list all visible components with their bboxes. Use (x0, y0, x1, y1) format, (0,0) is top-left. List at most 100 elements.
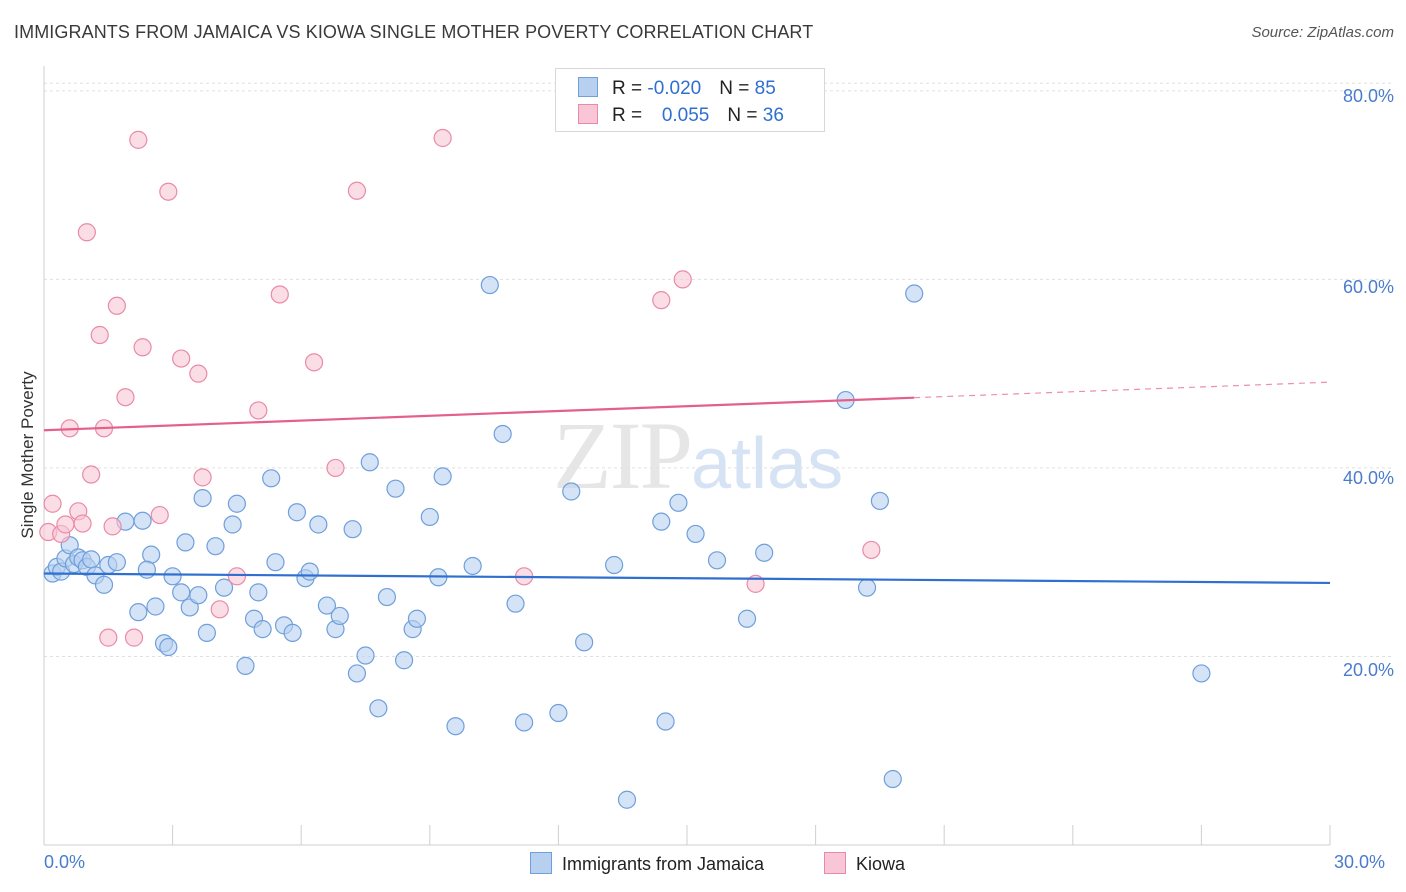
jamaica-point-60 (463, 556, 482, 576)
y-tick-label-40: 40.0% (1342, 468, 1394, 488)
jamaica-point-41 (300, 562, 319, 581)
jamaica-point-51 (377, 587, 397, 607)
jamaica-point-29 (223, 515, 242, 534)
kiowa-point-24 (227, 567, 246, 586)
jamaica-point-34 (253, 620, 272, 639)
jamaica-point-43 (317, 596, 337, 615)
jamaica-point-38 (283, 623, 302, 642)
y-tick-label-80: 80.0% (1342, 86, 1394, 106)
jamaica-point-75 (737, 609, 757, 628)
kiowa-point-6 (73, 514, 92, 533)
jamaica-point-23 (189, 586, 208, 605)
jamaica-point-58 (433, 467, 452, 486)
jamaica-point-31 (236, 656, 255, 675)
jamaica-point-82 (1192, 664, 1211, 683)
jamaica-point-9 (82, 550, 101, 569)
kiowa-trend-line-extension (914, 381, 1331, 399)
jamaica-point-26 (197, 623, 216, 642)
x-tick-label-min: 0.0% (44, 852, 86, 872)
kiowa-point-11 (99, 628, 118, 647)
jamaica-point-30 (227, 494, 246, 513)
kiowa-point-26 (270, 285, 289, 304)
kiowa-point-33 (673, 270, 692, 289)
jamaica-point-80 (883, 769, 902, 789)
kiowa-point-27 (304, 353, 324, 372)
bottom-legend-swatch-kiowa (824, 852, 846, 874)
jamaica-point-47 (347, 664, 367, 683)
jamaica-point-11 (94, 575, 114, 594)
kiowa-point-20 (172, 349, 191, 368)
kiowa-point-1 (43, 494, 62, 513)
jamaica-point-21 (172, 583, 191, 602)
jamaica-point-61 (480, 275, 499, 295)
jamaica-point-84 (146, 597, 165, 616)
kiowa-point-9 (90, 325, 109, 345)
jamaica-point-35 (262, 469, 281, 488)
jamaica-point-74 (707, 551, 727, 570)
jamaica-point-81 (905, 284, 924, 303)
chart-title: IMMIGRANTS FROM JAMAICA VS KIOWA SINGLE … (14, 22, 814, 42)
kiowa-point-17 (133, 338, 152, 357)
bottom-legend-kiowa: Kiowa (824, 852, 905, 875)
kiowa-point-12 (103, 517, 122, 536)
correlation-legend: R = -0.020 N = 85 R = 0.055 N = 36 (555, 68, 825, 132)
jamaica-point-62 (493, 424, 512, 444)
jamaica-point-33 (249, 583, 268, 602)
kiowa-point-21 (189, 364, 208, 383)
jamaica-point-69 (617, 790, 637, 809)
jamaica-point-64 (515, 713, 534, 732)
y-tick-label-20: 20.0% (1342, 660, 1394, 680)
jamaica-point-73 (686, 524, 705, 544)
kiowa-point-15 (124, 628, 144, 647)
jamaica-point-66 (562, 482, 581, 501)
legend-swatch-kiowa (578, 104, 598, 124)
watermark-atlas: atlas (691, 424, 844, 504)
jamaica-point-65 (549, 703, 568, 723)
kiowa-point-35 (862, 540, 881, 560)
kiowa-point-23 (210, 600, 229, 619)
kiowa-point-30 (433, 128, 452, 148)
jamaica-point-28 (214, 578, 234, 597)
legend-row-jamaica: R = -0.020 N = 85 (578, 77, 776, 100)
legend-row-kiowa: R = 0.055 N = 36 (578, 104, 784, 127)
jamaica-point-36 (266, 553, 285, 572)
jamaica-point-39 (287, 503, 307, 522)
legend-n-value-kiowa: 36 (762, 105, 784, 126)
kiowa-point-8 (82, 465, 101, 484)
jamaica-point-68 (605, 555, 624, 575)
jamaica-point-15 (129, 603, 148, 622)
jamaica-point-48 (356, 646, 375, 665)
legend-n-value-jamaica: 85 (754, 78, 776, 99)
jamaica-point-24 (159, 637, 178, 657)
kiowa-point-28 (326, 458, 345, 478)
kiowa-point-7 (77, 223, 96, 242)
jamaica-point-13 (107, 553, 126, 572)
legend-swatch-jamaica (578, 77, 598, 97)
kiowa-point-13 (107, 296, 126, 315)
jamaica-point-42 (309, 515, 328, 534)
kiowa-point-14 (116, 388, 135, 407)
legend-r-value-kiowa: 0.055 (661, 105, 710, 126)
y-tick-label-60: 60.0% (1342, 277, 1394, 297)
jamaica-point-76 (755, 543, 774, 562)
jamaica-point-67 (575, 633, 594, 652)
jamaica-point-70 (652, 512, 671, 531)
kiowa-point-3 (56, 515, 75, 534)
jamaica-point-25 (176, 533, 195, 552)
jamaica-trend-line (43, 572, 1331, 585)
jamaica-point-17 (137, 560, 156, 579)
jamaica-point-49 (360, 453, 379, 472)
source-label: Source: ZipAtlas.com (1251, 24, 1394, 41)
jamaica-point-27 (206, 537, 225, 556)
kiowa-point-19 (159, 182, 178, 201)
kiowa-point-22 (193, 468, 212, 487)
bottom-legend-jamaica: Immigrants from Jamaica (530, 852, 764, 875)
x-tick-label-max: 30.0% (1334, 852, 1386, 872)
jamaica-point-72 (669, 493, 688, 512)
jamaica-point-83 (193, 488, 212, 508)
jamaica-point-46 (343, 520, 362, 539)
jamaica-point-53 (394, 651, 414, 670)
kiowa-point-32 (652, 291, 671, 310)
jamaica-point-52 (386, 479, 405, 498)
